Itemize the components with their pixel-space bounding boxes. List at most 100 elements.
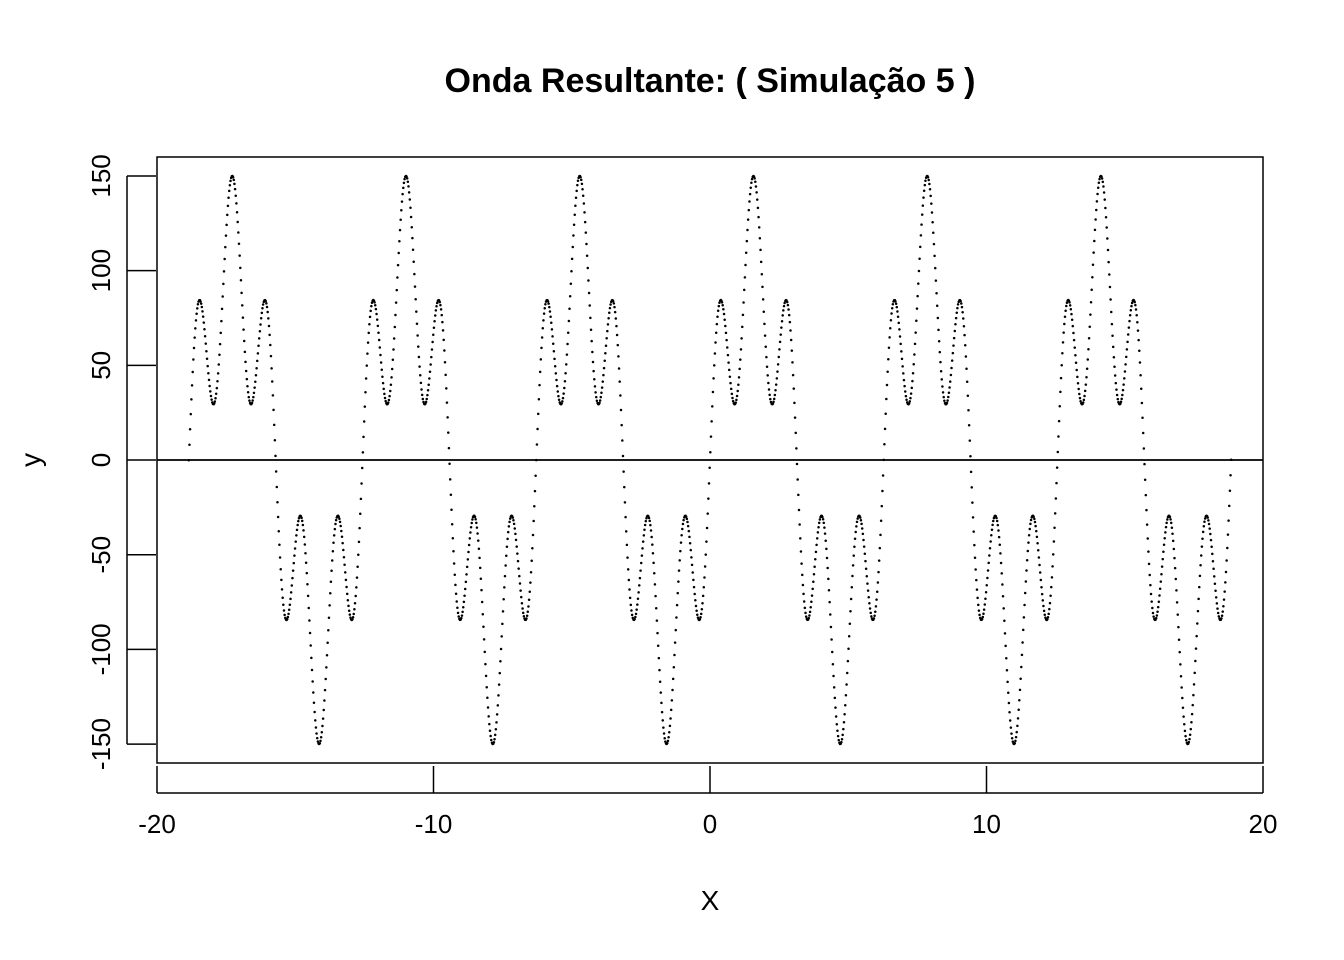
data-point: [554, 372, 558, 375]
data-point: [572, 223, 576, 227]
data-point: [1192, 683, 1196, 686]
data-point: [768, 393, 771, 397]
data-point: [251, 399, 254, 402]
data-point: [501, 622, 504, 626]
data-point: [1001, 594, 1005, 598]
data-point: [527, 605, 530, 608]
y-tick-label: 150: [86, 154, 116, 197]
data-point: [808, 614, 811, 617]
data-point: [359, 512, 362, 516]
data-point: [401, 192, 404, 196]
data-point: [973, 556, 977, 560]
data-point: [658, 668, 661, 672]
data-point: [201, 310, 204, 313]
data-point: [778, 340, 782, 344]
data-point: [693, 592, 696, 596]
data-point: [394, 313, 397, 317]
data-point: [587, 291, 591, 295]
data-point: [935, 304, 939, 307]
data-point: [236, 220, 239, 224]
data-point: [701, 594, 705, 598]
data-point: [1130, 301, 1134, 305]
data-point: [782, 304, 786, 308]
data-point: [594, 391, 597, 394]
data-point: [331, 549, 335, 553]
data-point: [589, 328, 593, 331]
data-point: [357, 540, 361, 544]
data-point: [557, 394, 560, 398]
data-point: [505, 554, 508, 557]
data-point: [323, 699, 326, 702]
data-point: [1008, 719, 1012, 722]
data-point: [772, 400, 775, 404]
data-point: [492, 740, 496, 744]
data-point: [702, 586, 706, 589]
data-point: [922, 189, 926, 192]
data-point: [531, 533, 535, 537]
data-point: [324, 677, 327, 681]
data-point: [1158, 594, 1161, 597]
data-point: [200, 305, 204, 309]
data-point: [1173, 566, 1177, 570]
data-point: [1051, 553, 1055, 556]
data-point: [765, 355, 768, 359]
data-point: [1108, 285, 1112, 289]
data-point: [629, 603, 633, 607]
data-point: [663, 736, 666, 740]
data-point: [441, 329, 445, 332]
data-point: [864, 567, 868, 570]
data-point: [1182, 715, 1185, 718]
data-point: [978, 613, 981, 617]
data-point: [327, 616, 331, 619]
data-point: [565, 363, 568, 366]
data-point: [566, 342, 569, 346]
data-point: [1095, 208, 1098, 212]
data-point: [963, 344, 967, 347]
data-point: [709, 435, 713, 438]
data-point: [1055, 481, 1058, 485]
data-point: [252, 391, 256, 395]
data-point: [1174, 577, 1178, 581]
chart-title: Onda Resultante: ( Simulação 5 ): [445, 62, 976, 100]
data-point: [239, 266, 242, 270]
data-point: [1112, 355, 1116, 359]
data-point: [418, 374, 422, 377]
data-point: [743, 276, 747, 279]
data-point: [233, 187, 237, 191]
data-point: [868, 602, 871, 605]
data-point: [426, 389, 430, 392]
data-point: [753, 177, 756, 180]
data-point: [256, 359, 259, 363]
data-point: [1149, 583, 1152, 587]
data-point: [490, 738, 493, 742]
data-point: [1203, 517, 1207, 520]
data-point: [680, 534, 683, 537]
data-point: [1199, 554, 1203, 557]
data-point: [1134, 303, 1137, 307]
data-point: [406, 180, 410, 183]
data-point: [1128, 314, 1132, 317]
data-point: [660, 710, 664, 714]
data-point: [746, 218, 750, 221]
data-point: [789, 329, 792, 332]
data-point: [450, 508, 453, 511]
data-point: [287, 612, 290, 616]
data-point: [812, 573, 816, 576]
data-point: [306, 583, 309, 586]
data-point: [874, 610, 877, 613]
data-point: [726, 353, 730, 357]
data-point: [602, 366, 606, 370]
data-point: [612, 302, 616, 305]
data-point: [191, 370, 194, 374]
data-point: [688, 541, 692, 545]
data-point: [312, 691, 315, 694]
data-point: [636, 603, 639, 606]
data-point: [1016, 724, 1019, 728]
data-point: [932, 231, 935, 235]
data-point: [974, 568, 977, 571]
data-point: [278, 556, 282, 559]
data-point: [1083, 389, 1087, 393]
data-point: [420, 388, 423, 391]
data-point: [726, 346, 729, 349]
data-point: [660, 701, 663, 705]
